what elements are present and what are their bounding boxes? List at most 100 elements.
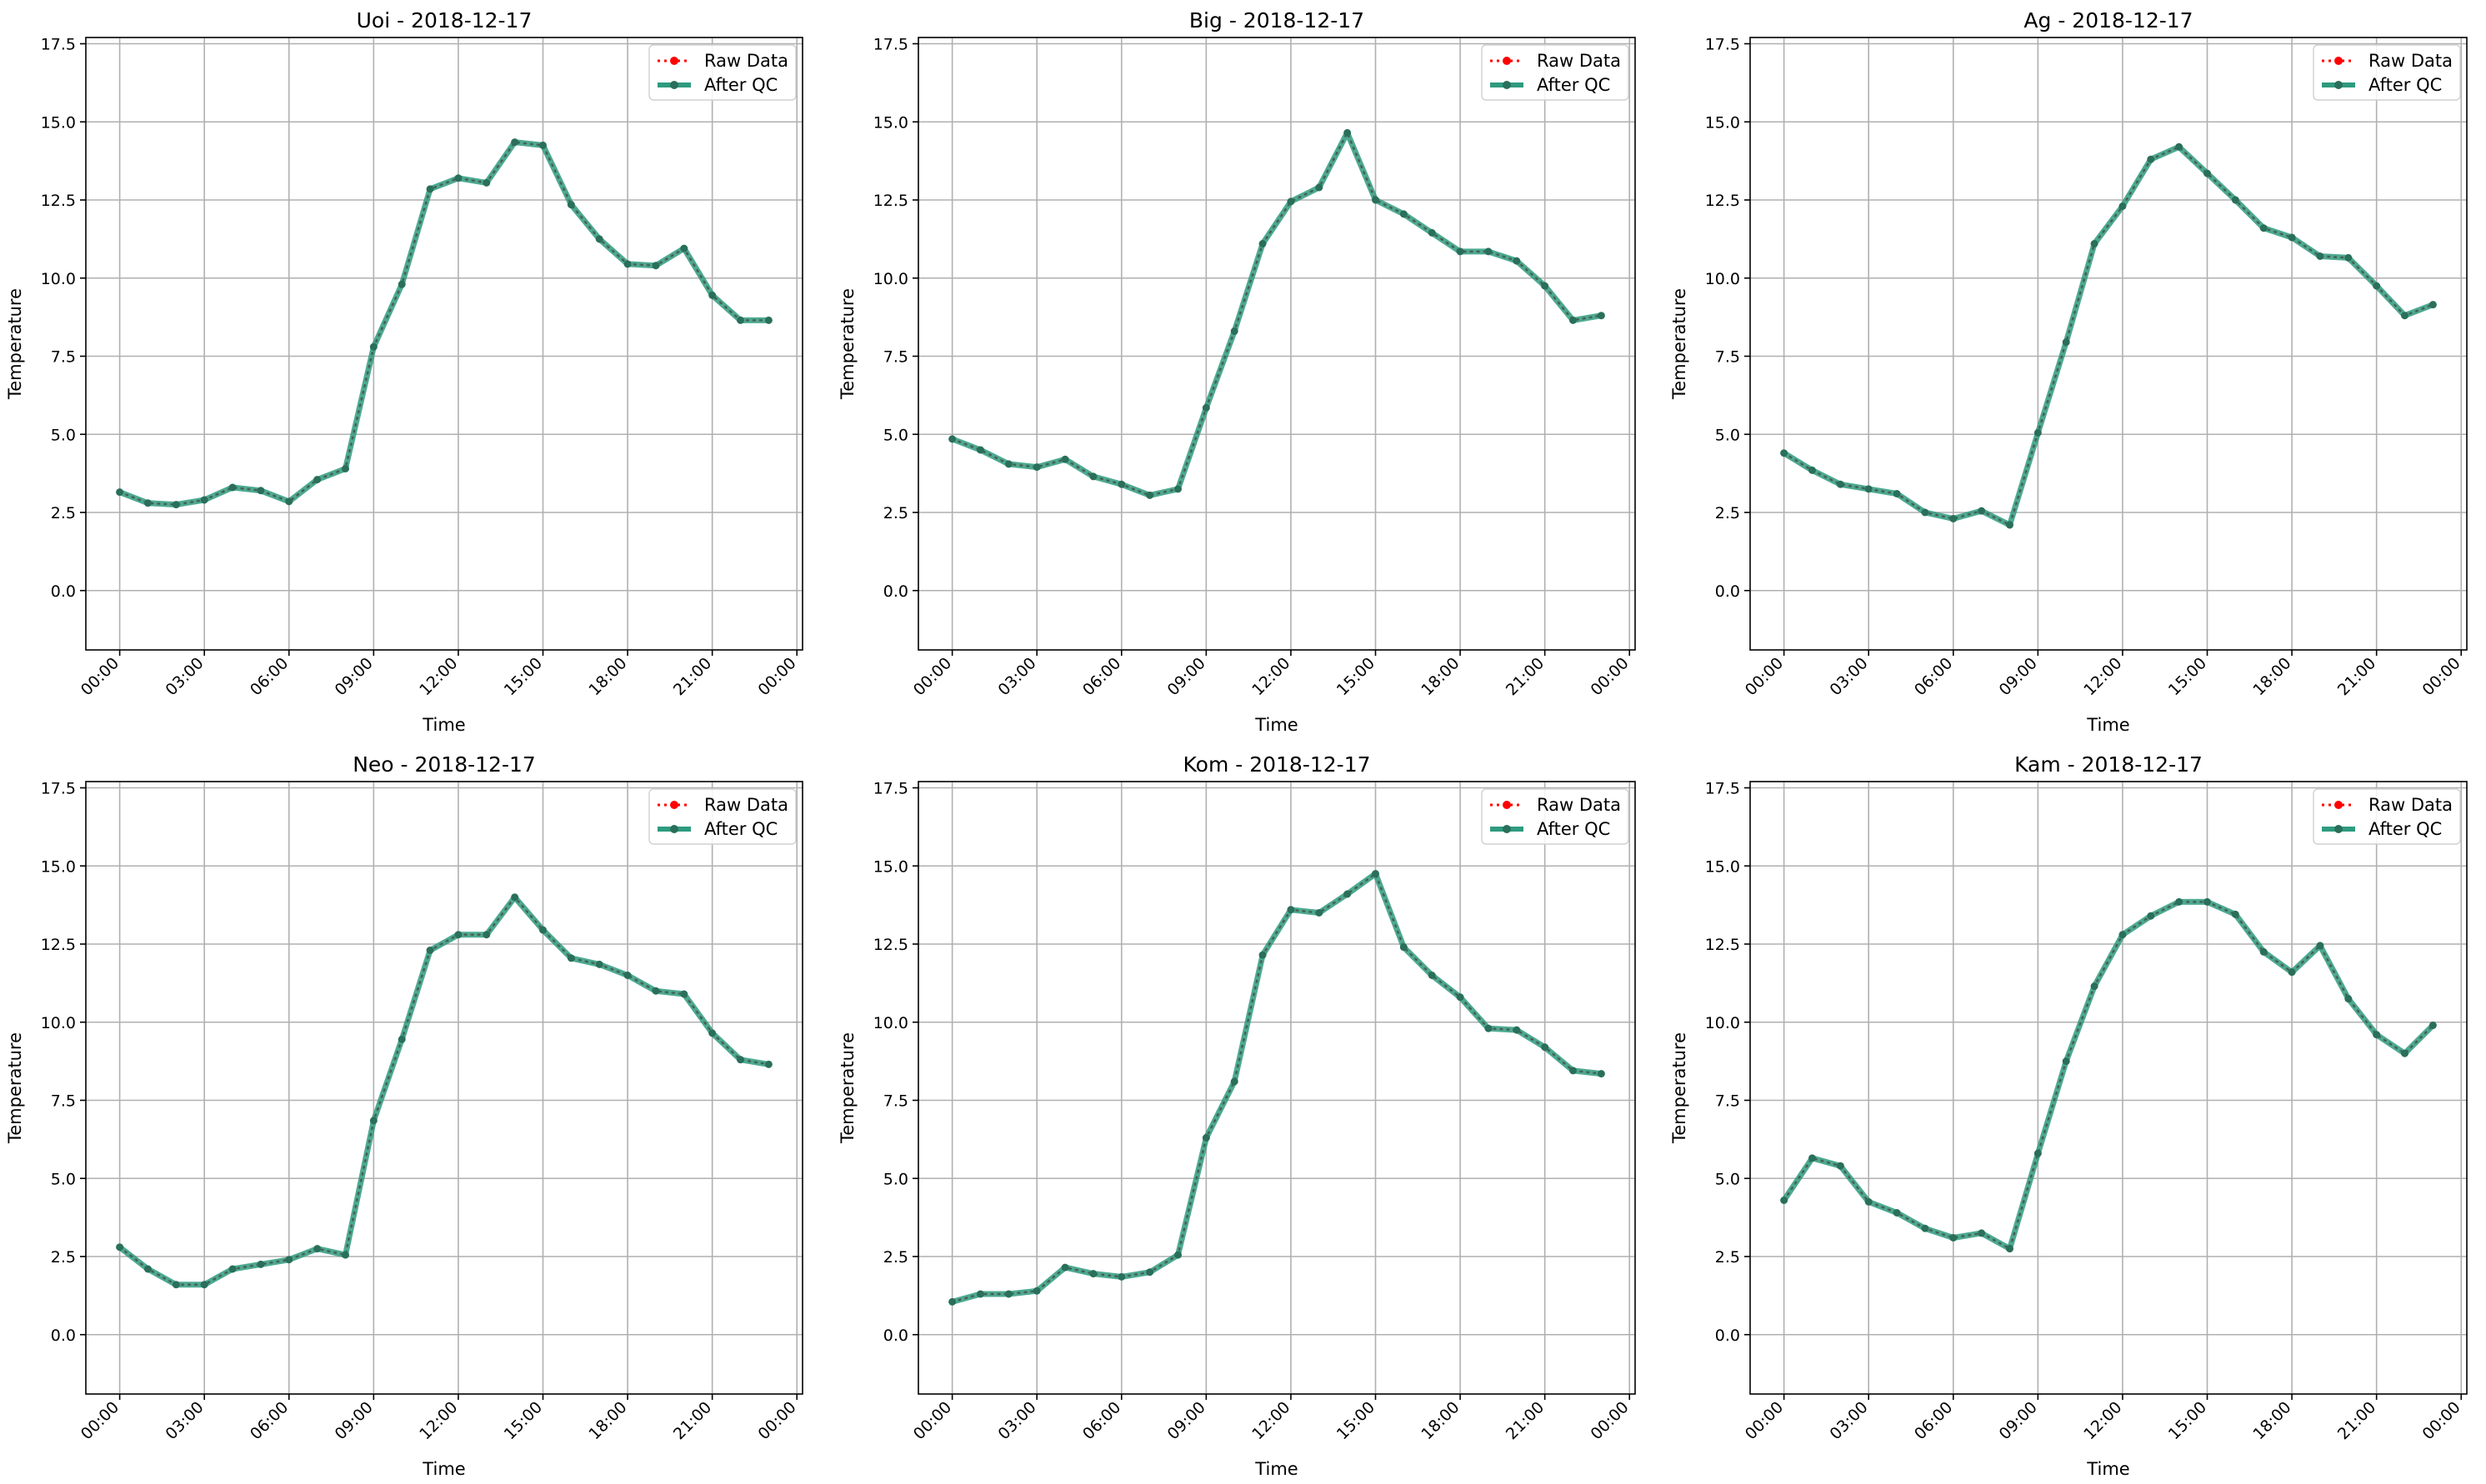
after-qc-point	[1808, 1154, 1816, 1162]
y-tick-label: 5.0	[51, 1170, 76, 1188]
legend-label-raw: Raw Data	[704, 795, 788, 815]
x-tick-label: 06:00	[1911, 654, 1956, 699]
after-qc-point	[1372, 196, 1380, 204]
x-tick-label: 03:00	[1826, 1398, 1871, 1443]
y-tick-label: 7.5	[883, 1092, 908, 1111]
y-tick-label: 2.5	[883, 1248, 908, 1267]
x-axis-label: Time	[1254, 715, 1298, 735]
panel-title: Ag - 2018-12-17	[2023, 8, 2193, 32]
x-tick-label: 03:00	[1826, 654, 1871, 699]
y-tick-label: 2.5	[1715, 504, 1740, 522]
x-tick-label: 00:00	[754, 1398, 799, 1443]
after-qc-point	[454, 174, 463, 182]
x-tick-label: 00:00	[2418, 654, 2463, 699]
after-qc-point	[1287, 906, 1295, 914]
y-tick-label: 17.5	[873, 36, 908, 54]
legend-marker-after-qc	[2334, 81, 2343, 89]
after-qc-point	[2090, 982, 2098, 991]
y-tick-label: 5.0	[883, 1170, 908, 1188]
panel: 0.0 2.5 5.0 7.5 10.0 12.5 15.0 17.5 00:00 03:00 06…	[838, 8, 1636, 735]
after-qc-point	[680, 244, 688, 252]
axes-frame	[918, 37, 1636, 651]
raw-data-overlay	[118, 896, 769, 1286]
y-tick-label: 10.0	[1705, 270, 1740, 288]
after-qc-point	[539, 141, 548, 149]
after-qc-point	[737, 1056, 745, 1064]
y-tick-label: 10.0	[41, 1014, 76, 1032]
after-qc-point	[2288, 233, 2296, 242]
after-qc-line	[118, 894, 769, 1288]
after-qc-point	[483, 178, 491, 187]
after-qc-point	[1541, 282, 1549, 290]
y-tick-label: 2.5	[51, 504, 76, 522]
x-tick-label: 00:00	[1742, 1398, 1787, 1443]
after-qc-point	[285, 497, 293, 506]
after-qc-point	[764, 1060, 773, 1068]
after-qc-point	[1089, 1270, 1098, 1278]
after-qc-point	[2344, 253, 2353, 262]
after-qc-point	[1484, 1024, 1493, 1032]
after-qc-point	[1921, 508, 1929, 517]
y-axis-label: Temperature	[5, 1032, 25, 1144]
y-tick-label: 0.0	[1715, 582, 1740, 601]
legend-marker-after-qc	[1503, 81, 1511, 89]
legend-label-raw: Raw Data	[1537, 795, 1621, 815]
after-qc-point	[1569, 1067, 1578, 1075]
after-qc-point	[1456, 247, 1464, 256]
y-tick-label: 12.5	[873, 192, 908, 210]
panel-title: Uoi - 2018-12-17	[357, 8, 533, 32]
after-qc-point	[1428, 972, 1436, 979]
after-qc-point	[511, 138, 519, 147]
panel-title: Kom - 2018-12-17	[1183, 752, 1371, 777]
legend-marker-raw	[670, 801, 678, 809]
y-tick-label: 10.0	[41, 270, 76, 288]
after-qc-line	[118, 139, 769, 508]
after-qc-point	[2316, 252, 2324, 260]
y-tick-label: 5.0	[1715, 1170, 1740, 1188]
after-qc-point	[1033, 463, 1041, 472]
panel-title: Neo - 2018-12-17	[353, 752, 536, 777]
after-qc-point	[1118, 480, 1126, 488]
after-qc-point	[1513, 257, 1521, 265]
legend-marker-raw	[2334, 801, 2343, 809]
x-tick-label: 12:00	[416, 1398, 461, 1443]
after-qc-point	[143, 499, 152, 507]
legend-marker-raw	[1503, 57, 1511, 65]
after-qc-point	[976, 446, 984, 454]
after-qc-point	[313, 476, 322, 484]
y-tick-label: 5.0	[51, 426, 76, 444]
x-tick-label: 18:00	[1418, 1398, 1463, 1443]
after-qc-point	[285, 1256, 293, 1264]
y-tick-label: 12.5	[1705, 192, 1740, 210]
after-qc-point	[623, 972, 632, 979]
raw-data-line	[951, 129, 1603, 497]
after-qc-point	[1061, 455, 1069, 463]
y-tick-label: 17.5	[41, 36, 76, 54]
x-tick-label: 00:00	[910, 1398, 955, 1443]
y-tick-label: 0.0	[51, 1327, 76, 1345]
x-tick-label: 00:00	[78, 654, 123, 699]
y-tick-label: 0.0	[883, 582, 908, 601]
legend-marker-raw	[670, 57, 678, 65]
legend-label-after-qc: After QC	[2368, 819, 2442, 839]
after-qc-point	[1428, 228, 1436, 237]
after-qc-point	[341, 465, 349, 472]
x-tick-label: 09:00	[1164, 1398, 1209, 1443]
after-qc-point	[116, 488, 124, 497]
legend-label-after-qc: After QC	[1537, 75, 1610, 95]
x-tick-label: 03:00	[994, 1398, 1039, 1443]
after-qc-point	[341, 1251, 349, 1259]
after-qc-point	[595, 960, 603, 968]
x-tick-label: 15:00	[501, 654, 546, 699]
after-qc-point	[2062, 1057, 2070, 1066]
x-tick-label: 18:00	[2249, 654, 2294, 699]
y-tick-label: 15.0	[41, 857, 76, 876]
panel: 0.0 2.5 5.0 7.5 10.0 12.5 15.0 17.5 00:00 03:00 06…	[1669, 8, 2468, 735]
after-qc-point	[948, 1297, 957, 1306]
after-qc-point	[539, 926, 548, 934]
legend-marker-after-qc	[670, 825, 678, 833]
after-qc-point	[2175, 142, 2183, 151]
after-qc-point	[1343, 890, 1352, 898]
after-qc-point	[1230, 327, 1238, 335]
panel: 0.0 2.5 5.0 7.5 10.0 12.5 15.0 17.5 00:00 03:00 06…	[838, 752, 1636, 1479]
